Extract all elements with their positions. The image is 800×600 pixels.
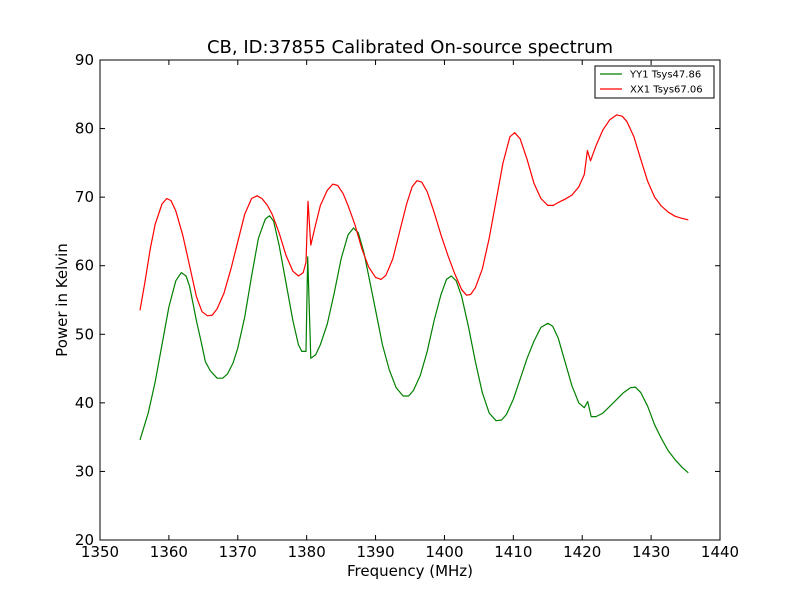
x-tick-label: 1360	[150, 543, 188, 561]
x-tick-label: 1410	[494, 543, 532, 561]
plot-frame	[99, 59, 721, 541]
x-tick-label: 1390	[356, 543, 394, 561]
x-tick-label: 1380	[288, 543, 326, 561]
x-axis-label: Frequency (MHz)	[347, 562, 473, 580]
x-tick-label: 1440	[701, 543, 739, 561]
y-tick-label: 40	[75, 394, 94, 412]
x-tick-label: 1370	[219, 543, 257, 561]
chart-title: CB, ID:37855 Calibrated On-source spectr…	[207, 37, 613, 58]
x-tick-label: 1420	[563, 543, 601, 561]
x-tick-label: 1400	[425, 543, 463, 561]
y-tick-label: 50	[75, 325, 94, 343]
y-tick-label: 60	[75, 257, 94, 275]
data-series	[139, 114, 689, 474]
legend: YY1 Tsys47.86 XX1 Tsys67.06	[594, 65, 715, 99]
y-tick-label: 30	[75, 462, 94, 480]
axis-ticks: 1350 1360 1370 1380 1390 1400 1410 1420 1430 1440…	[75, 51, 739, 561]
y-tick-label: 80	[75, 120, 94, 138]
x-tick-label: 1430	[632, 543, 670, 561]
x-tick-label: 1350	[81, 543, 119, 561]
y-axis-label: Power in Kelvin	[53, 243, 71, 357]
series-line-1	[139, 215, 689, 474]
y-tick-label: 20	[75, 531, 94, 549]
y-tick-label: 90	[75, 51, 94, 69]
legend-label-1: YY1 Tsys47.86	[629, 70, 701, 81]
legend-label-2: XX1 Tsys67.06	[630, 85, 703, 96]
y-tick-label: 70	[75, 188, 94, 206]
legend-box	[594, 65, 715, 99]
series-line-2	[139, 114, 689, 317]
